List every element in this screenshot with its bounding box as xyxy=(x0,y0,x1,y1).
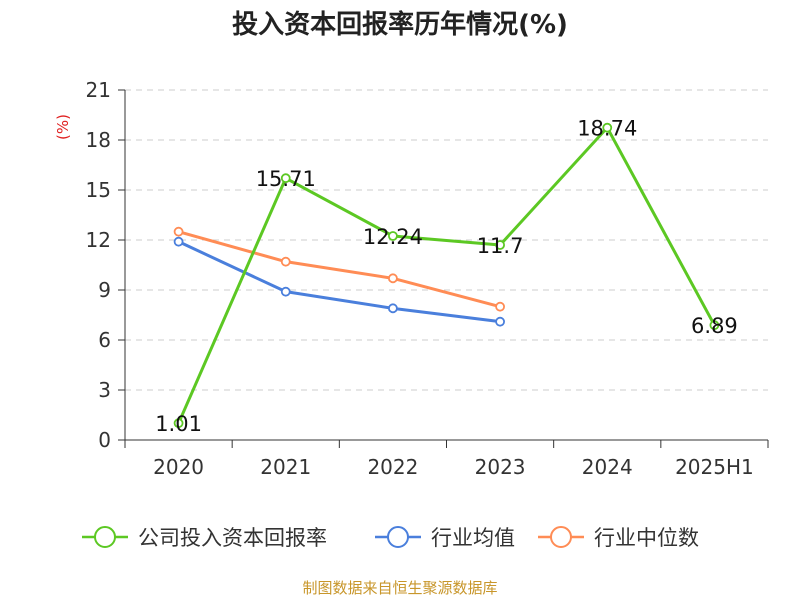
y-tick-label: 0 xyxy=(98,428,111,452)
legend-marker xyxy=(550,526,572,548)
data-labels: 1.01 15.71 12.24 11.7 18.74 6.89 xyxy=(155,117,738,436)
data-point xyxy=(709,320,720,331)
data-point xyxy=(495,316,505,327)
source-note: 制图数据来自恒生聚源数据库 xyxy=(302,579,497,597)
x-tick-label: 2021 xyxy=(260,455,311,479)
legend[interactable]: 公司投入资本回报率 行业均值 行业中位数 xyxy=(82,526,699,550)
data-label: 6.89 xyxy=(691,314,738,338)
data-point xyxy=(280,286,291,297)
series-line xyxy=(178,230,501,309)
y-tick-label: 15 xyxy=(86,178,111,202)
data-point xyxy=(388,303,398,314)
y-tick-label: 12 xyxy=(86,228,111,252)
x-tick-label: 2024 xyxy=(582,455,633,479)
x-tick-label: 2025H1 xyxy=(675,455,754,479)
data-point xyxy=(173,236,184,247)
x-tick-label: 2020 xyxy=(153,455,204,479)
data-point xyxy=(602,122,613,133)
y-tick-label: 6 xyxy=(98,328,111,352)
data-label: 1.01 xyxy=(155,412,202,436)
y-axis-label: (%) xyxy=(54,114,72,140)
data-label: 11.7 xyxy=(477,234,524,258)
data-label: 18.74 xyxy=(577,117,637,141)
data-label: 15.71 xyxy=(256,167,316,191)
series-line xyxy=(177,126,716,424)
legend-marker xyxy=(94,526,116,548)
legend-marker xyxy=(387,526,409,548)
plot-area xyxy=(173,122,720,429)
data-point xyxy=(495,301,505,312)
data-point xyxy=(388,231,398,241)
axes: 0 3 6 9 12 15 18 21 2020 2021 2022 2023 2024 2025H1 xyxy=(86,78,769,479)
y-tick-label: 21 xyxy=(86,78,111,102)
data-point xyxy=(173,418,184,429)
x-tick-label: 2023 xyxy=(475,455,526,479)
y-tick-label: 18 xyxy=(86,128,111,152)
legend-item[interactable]: 行业均值 xyxy=(375,526,515,550)
legend-label: 行业均值 xyxy=(431,526,515,550)
data-label: 12.24 xyxy=(363,225,423,249)
legend-item[interactable]: 行业中位数 xyxy=(538,526,699,550)
data-point xyxy=(495,240,505,250)
y-tick-label: 3 xyxy=(98,378,111,402)
legend-label: 公司投入资本回报率 xyxy=(138,526,327,550)
x-tick-label: 2022 xyxy=(367,455,418,479)
y-tick-label: 9 xyxy=(98,278,111,302)
legend-label: 行业中位数 xyxy=(594,526,699,550)
series-line xyxy=(177,240,501,324)
chart-title: 投入资本回报率历年情况(%) xyxy=(232,9,568,40)
data-point xyxy=(280,256,291,267)
data-point xyxy=(173,226,184,237)
data-point xyxy=(280,173,291,184)
data-point xyxy=(388,273,398,284)
legend-item[interactable]: 公司投入资本回报率 xyxy=(82,526,327,550)
